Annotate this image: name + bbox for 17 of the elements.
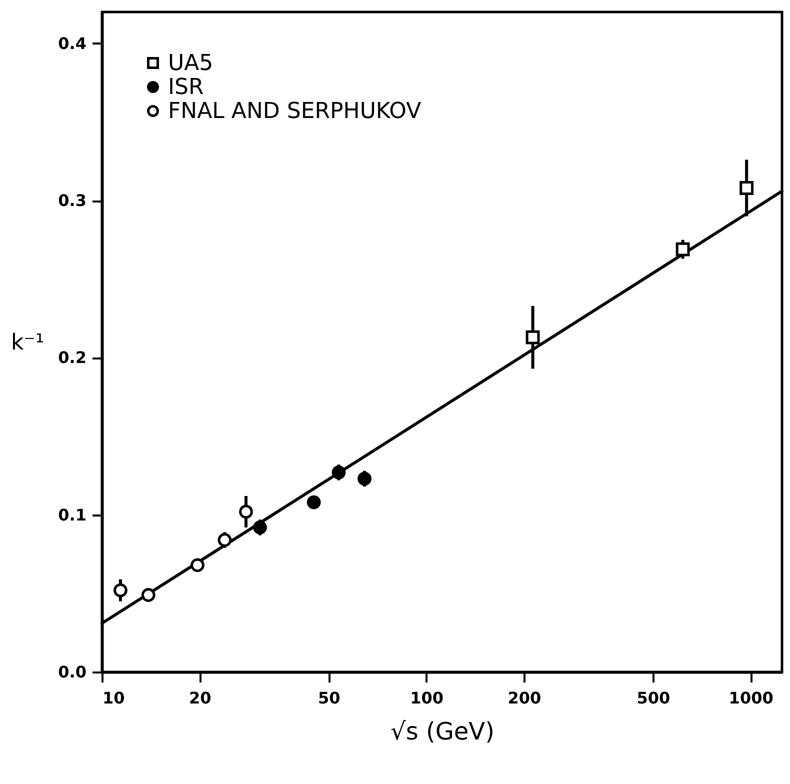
x-tick-label: 100 [410, 688, 444, 708]
y-tick-label: 0.3 [58, 191, 86, 210]
y-tick-label: 0.2 [58, 348, 86, 368]
x-axis-title: √s (GeV) [390, 718, 494, 746]
y-tick-label: 0.4 [58, 34, 86, 53]
legend-label: ISR [168, 75, 204, 100]
legend-label: FNAL AND SERPHUKOV [168, 99, 422, 124]
y-tick-label: 0.0 [58, 662, 86, 682]
x-tick-label: 10 [102, 688, 125, 708]
y-axis-title: k⁻¹ [10, 330, 44, 356]
x-tick-label: 1000 [728, 688, 774, 708]
legend-label: UA5 [168, 51, 214, 76]
x-tick-label: 20 [188, 688, 212, 708]
x-tick-label: 50 [318, 688, 340, 708]
y-tick-label: 0.1 [58, 505, 86, 524]
x-tick-label: 200 [508, 688, 542, 708]
x-tick-label: 500 [636, 688, 670, 708]
